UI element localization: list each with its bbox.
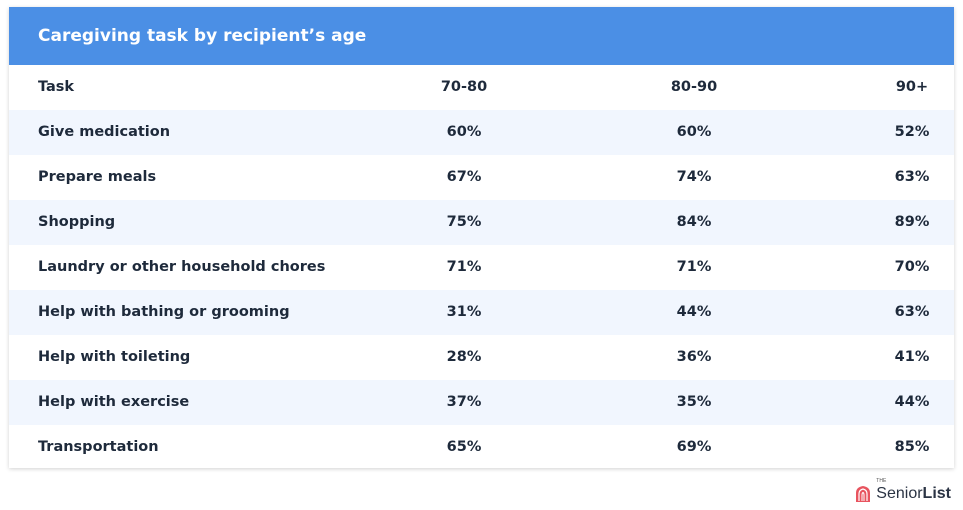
task-label: Shopping [38, 214, 116, 230]
data-table-card: Caregiving task by recipient’s age Task … [9, 7, 954, 468]
table-row: Help with toileting 28% 36% 41% [9, 335, 954, 380]
value-cell: 28% [446, 349, 482, 365]
value-cell: 85% [894, 439, 930, 455]
logo-word-senior: Senior [876, 485, 923, 502]
table-row: Prepare meals 67% 74% 63% [9, 155, 954, 200]
table-title: Caregiving task by recipient’s age [9, 7, 954, 65]
table-row: Give medication 60% 60% 52% [9, 110, 954, 155]
task-label: Give medication [38, 124, 171, 140]
column-header-90-plus: 90+ [895, 79, 929, 95]
value-cell: 89% [894, 214, 930, 230]
logo-mark-icon [856, 486, 871, 502]
table-header-row: Task 70-80 80-90 90+ [9, 65, 954, 110]
value-cell: 44% [894, 394, 930, 410]
logo-small-text: THE [876, 478, 887, 484]
table-row: Shopping 75% 84% 89% [9, 200, 954, 245]
value-cell: 71% [676, 259, 712, 275]
value-cell: 63% [894, 304, 930, 320]
task-label: Help with exercise [38, 394, 190, 410]
task-label: Prepare meals [38, 169, 157, 185]
value-cell: 70% [894, 259, 930, 275]
table-row: Transportation 65% 69% 85% [9, 425, 954, 470]
logo-word-list: List [922, 485, 951, 502]
column-header-80-90: 80-90 [670, 79, 718, 95]
value-cell: 44% [676, 304, 712, 320]
logo-wordmark: SeniorList [876, 485, 951, 503]
value-cell: 63% [894, 169, 930, 185]
value-cell: 37% [446, 394, 482, 410]
table-row: Help with exercise 37% 35% 44% [9, 380, 954, 425]
senior-list-logo: THE SeniorList [854, 478, 951, 506]
value-cell: 31% [446, 304, 482, 320]
value-cell: 67% [446, 169, 482, 185]
value-cell: 65% [446, 439, 482, 455]
value-cell: 35% [676, 394, 712, 410]
value-cell: 60% [676, 124, 712, 140]
value-cell: 84% [676, 214, 712, 230]
value-cell: 74% [676, 169, 712, 185]
value-cell: 69% [676, 439, 712, 455]
value-cell: 52% [894, 124, 930, 140]
value-cell: 36% [676, 349, 712, 365]
task-label: Help with bathing or grooming [38, 304, 290, 320]
table-row: Laundry or other household chores 71% 71… [9, 245, 954, 290]
value-cell: 71% [446, 259, 482, 275]
value-cell: 41% [894, 349, 930, 365]
task-label: Help with toileting [38, 349, 191, 365]
column-header-70-80: 70-80 [440, 79, 488, 95]
table-row: Help with bathing or grooming 31% 44% 63… [9, 290, 954, 335]
task-label: Transportation [38, 439, 159, 455]
task-label: Laundry or other household chores [38, 259, 326, 275]
value-cell: 60% [446, 124, 482, 140]
column-header-task: Task [38, 79, 75, 95]
value-cell: 75% [446, 214, 482, 230]
